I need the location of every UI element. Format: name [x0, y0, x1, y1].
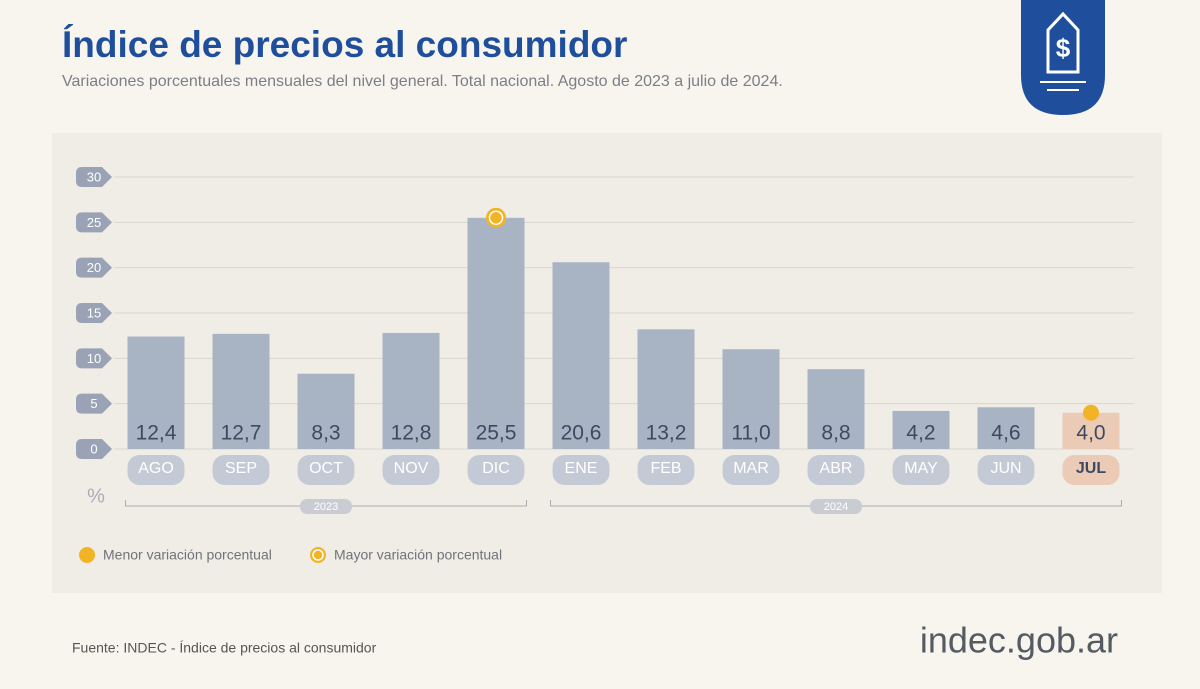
- value-label: 13,2: [646, 422, 687, 445]
- bar: [807, 369, 865, 449]
- category-pill: [552, 455, 610, 485]
- legend-label: Mayor variación porcentual: [334, 547, 502, 563]
- bar: [297, 373, 355, 449]
- chart-subtitle: Variaciones porcentuales mensuales del n…: [62, 73, 783, 90]
- category-pill: [807, 455, 865, 485]
- chart-title: Índice de precios al consumidor: [62, 24, 627, 65]
- x-tick-label: MAR: [733, 460, 769, 477]
- y-tick-label: 15: [87, 305, 101, 320]
- y-tick-pill: [76, 348, 112, 369]
- category-pill: [977, 455, 1035, 485]
- x-tick-label: OCT: [309, 460, 343, 477]
- value-label: 8,8: [821, 422, 850, 445]
- x-tick-label: NOV: [394, 460, 429, 477]
- x-tick-label: JUN: [990, 460, 1021, 477]
- category-pill: [127, 455, 185, 485]
- y-tick-pill: [76, 439, 112, 459]
- bar: [382, 332, 440, 449]
- value-label: 11,0: [731, 422, 770, 445]
- min-marker: [1083, 404, 1099, 421]
- y-tick-pill: [76, 257, 112, 278]
- bar: [467, 217, 525, 449]
- x-tick-label: ENE: [565, 460, 598, 477]
- y-tick-label: 0: [90, 441, 97, 456]
- svg-text:$: $: [1056, 33, 1071, 63]
- logo-badge: $: [1021, 0, 1105, 115]
- y-axis-label: %: [87, 485, 105, 507]
- category-pill: [892, 455, 950, 485]
- x-tick-label: AGO: [138, 460, 174, 477]
- y-tick-pill: [76, 303, 112, 323]
- bar: [637, 329, 695, 449]
- bar: [127, 336, 185, 449]
- x-tick-label: JUL: [1076, 460, 1106, 477]
- source: Fuente: INDEC - Índice de precios al con…: [72, 640, 377, 656]
- y-tick-label: 20: [87, 260, 101, 275]
- category-pill: [637, 455, 695, 485]
- x-tick-label: DIC: [482, 460, 510, 477]
- y-tick-label: 30: [87, 169, 101, 184]
- legend-label: Menor variación porcentual: [103, 547, 272, 563]
- year-label: 2023: [314, 501, 338, 513]
- year-pill: [810, 499, 862, 514]
- value-label: 4,6: [991, 422, 1020, 445]
- category-pill: [1062, 455, 1120, 485]
- bar: [892, 410, 950, 449]
- value-label: 20,6: [561, 422, 602, 445]
- value-label: 4,0: [1076, 422, 1105, 445]
- value-label: 8,3: [311, 422, 340, 445]
- logo-text: indec.gob.ar: [920, 620, 1118, 661]
- bar: [977, 407, 1035, 449]
- max-marker-ring: [488, 210, 504, 226]
- legend-marker: [79, 547, 95, 563]
- y-tick-label: 25: [87, 215, 101, 230]
- year-pill: [300, 499, 352, 514]
- y-tick-pill: [76, 212, 112, 233]
- value-label: 12,7: [221, 422, 262, 445]
- x-tick-label: ABR: [820, 460, 853, 477]
- category-pill: [297, 455, 355, 485]
- category-pill: [467, 455, 525, 485]
- bar: [552, 262, 610, 449]
- category-pill: [722, 455, 780, 485]
- y-tick-label: 5: [90, 396, 97, 411]
- value-label: 25,5: [476, 422, 517, 445]
- x-tick-label: SEP: [225, 460, 257, 477]
- year-label: 2024: [824, 501, 848, 513]
- category-pill: [212, 455, 270, 485]
- legend-marker-ring: [312, 549, 324, 561]
- value-label: 12,8: [391, 422, 432, 445]
- y-tick-pill: [76, 393, 112, 414]
- x-tick-label: MAY: [904, 460, 938, 477]
- bar: [722, 349, 780, 449]
- x-tick-label: FEB: [650, 460, 681, 477]
- category-pill: [382, 455, 440, 485]
- value-label: 12,4: [136, 422, 177, 445]
- y-tick-label: 10: [87, 351, 101, 366]
- bar: [212, 333, 270, 449]
- value-label: 4,2: [906, 422, 935, 445]
- y-tick-pill: [76, 167, 112, 187]
